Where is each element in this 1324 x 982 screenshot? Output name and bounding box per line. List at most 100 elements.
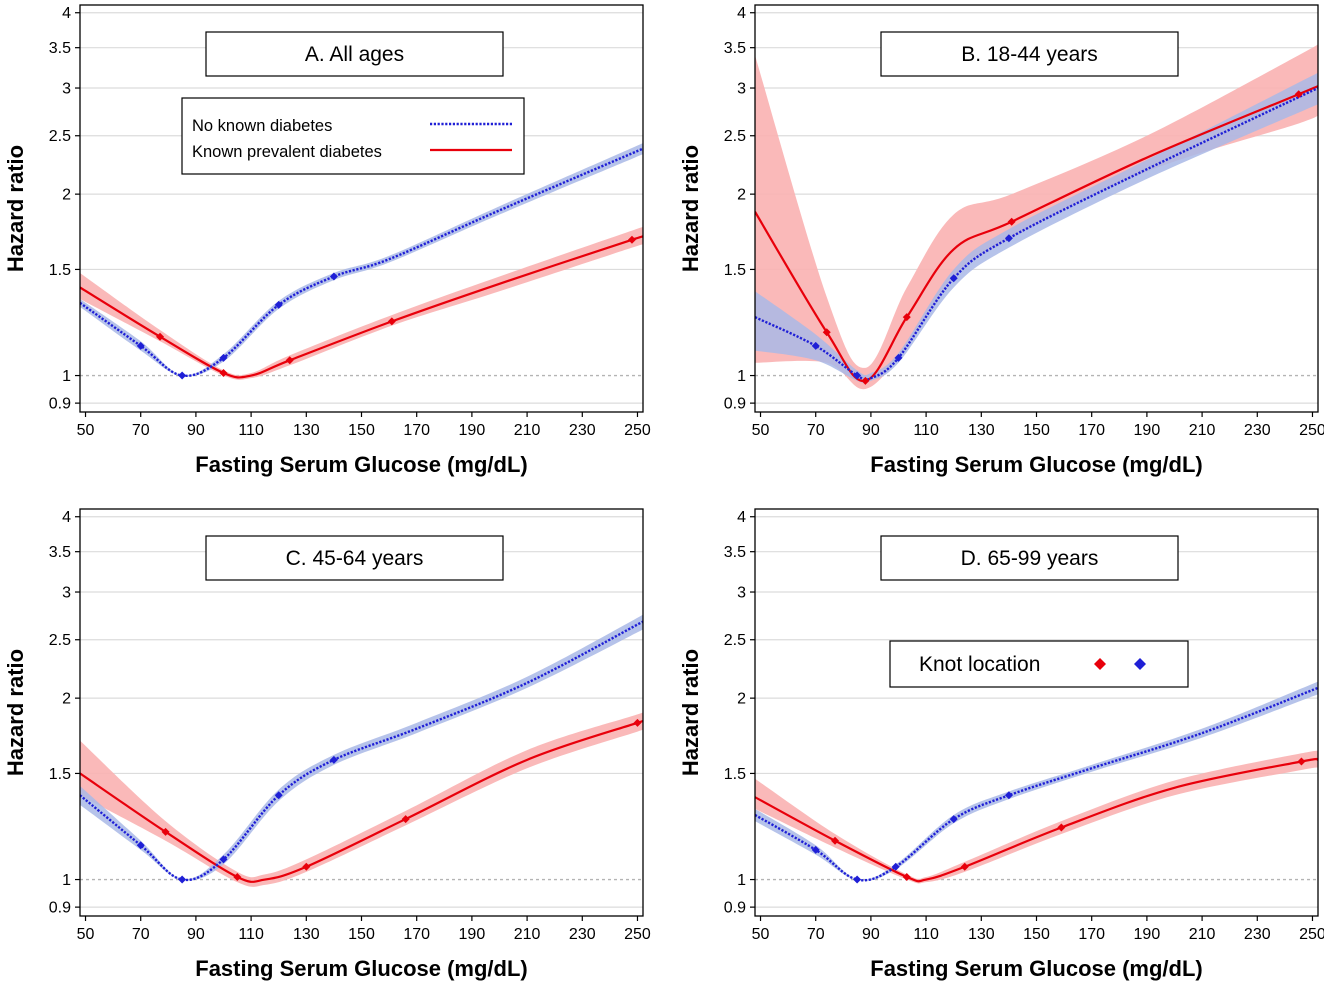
knot-marker-known xyxy=(219,368,228,377)
series-line-known xyxy=(755,85,1318,382)
y-tick-label: 3 xyxy=(62,81,71,98)
series-line-no-known xyxy=(80,147,643,378)
x-tick-label: 50 xyxy=(77,422,95,439)
panel-title-box xyxy=(205,31,504,77)
plot-area xyxy=(755,681,1318,884)
series-line-known xyxy=(755,757,1318,883)
y-tick-label: 2 xyxy=(62,187,71,204)
x-tick-label: 190 xyxy=(1134,422,1161,439)
y-tick-label: 2 xyxy=(737,691,746,708)
x-tick-label: 110 xyxy=(238,422,264,439)
x-tick-label: 250 xyxy=(1299,422,1324,439)
knot-marker-no-known xyxy=(853,371,862,380)
ci-band-no-known xyxy=(755,72,1318,384)
knot-marker-known xyxy=(387,317,396,326)
y-tick-label: 1.5 xyxy=(724,262,746,279)
x-tick-label: 250 xyxy=(1299,926,1324,943)
x-tick-label: 170 xyxy=(1078,926,1105,943)
knot-marker-known xyxy=(1297,757,1306,766)
x-tick-label: 50 xyxy=(77,926,95,943)
x-tick-label: 190 xyxy=(459,422,486,439)
knot-marker-no-known xyxy=(329,272,338,281)
x-tick-label: 70 xyxy=(132,422,150,439)
knot-marker-known xyxy=(302,862,311,871)
x-tick-label: 210 xyxy=(1189,422,1216,439)
knot-marker-known xyxy=(1057,823,1066,832)
panel-title: C. 45-64 years xyxy=(286,547,424,570)
plot-area xyxy=(755,43,1318,389)
knot-marker-no-known xyxy=(949,274,958,283)
x-axis-title: Fasting Serum Glucose (mg/dL) xyxy=(870,956,1202,981)
y-tick-label: 3.5 xyxy=(724,544,746,561)
x-tick-label: 230 xyxy=(569,926,596,943)
knot-marker-known xyxy=(627,235,636,244)
knot-marker-no-known xyxy=(894,353,903,362)
knot-marker-known xyxy=(831,836,840,845)
y-axis-title: Hazard ratio xyxy=(678,649,703,776)
x-tick-label: 150 xyxy=(348,422,375,439)
y-tick-label: 2.5 xyxy=(724,632,746,649)
x-tick-label: 70 xyxy=(807,422,825,439)
ci-band-known xyxy=(755,750,1318,884)
knot-marker-known xyxy=(233,872,242,881)
knot-marker-known xyxy=(285,356,294,365)
series-line-known xyxy=(80,235,643,379)
knot-marker-known xyxy=(902,313,911,322)
y-axis-title: Hazard ratio xyxy=(3,649,28,776)
y-tick-label: 2.5 xyxy=(724,128,746,145)
x-tick-label: 110 xyxy=(913,422,939,439)
x-tick-label: 90 xyxy=(187,422,205,439)
plot-area xyxy=(80,143,643,380)
knot-marker-no-known xyxy=(136,341,145,350)
y-tick-label: 2 xyxy=(62,691,71,708)
y-tick-label: 0.9 xyxy=(49,900,71,917)
x-tick-label: 90 xyxy=(187,926,205,943)
series-line-no-known xyxy=(80,620,643,882)
knot-marker-no-known xyxy=(274,791,283,800)
y-tick-label: 2.5 xyxy=(49,632,71,649)
y-tick-label: 1.5 xyxy=(49,766,71,783)
knot-legend-red-marker xyxy=(1094,658,1106,670)
chart-panel-a: 50 70 90 110 130 150 170 190 210 230 250 0.9 1 1.5 2 2.… xyxy=(3,4,651,477)
y-tick-label: 3.5 xyxy=(724,40,746,57)
y-tick-label: 4 xyxy=(737,509,746,526)
panel-title-box xyxy=(880,31,1179,77)
y-tick-label: 2.5 xyxy=(49,128,71,145)
x-tick-label: 250 xyxy=(624,422,651,439)
y-tick-label: 0.9 xyxy=(49,396,71,413)
knot-marker-known xyxy=(161,827,170,836)
x-tick-label: 70 xyxy=(132,926,150,943)
ci-band-known xyxy=(80,226,643,380)
y-tick-label: 3 xyxy=(62,585,71,602)
y-tick-label: 1 xyxy=(62,872,71,889)
knot-marker-known xyxy=(1294,90,1303,99)
y-tick-label: 1.5 xyxy=(49,262,71,279)
panel-title-box xyxy=(880,535,1179,581)
panel-title: A. All ages xyxy=(305,43,404,66)
knot-marker-known xyxy=(960,862,969,871)
y-tick-label: 0.9 xyxy=(724,900,746,917)
knot-marker-known xyxy=(902,872,911,881)
x-tick-label: 230 xyxy=(1244,422,1271,439)
y-tick-label: 3.5 xyxy=(49,40,71,57)
x-tick-label: 190 xyxy=(1134,926,1161,943)
y-axis-title: Hazard ratio xyxy=(678,145,703,272)
panel-title: D. 65-99 years xyxy=(961,547,1099,570)
y-tick-label: 1 xyxy=(62,368,71,385)
y-tick-label: 1 xyxy=(737,368,746,385)
knot-marker-known xyxy=(633,718,642,727)
x-tick-label: 190 xyxy=(459,926,486,943)
chart-panel-b: 50 70 90 110 130 150 170 190 210 230 250 0.9 1 1.5 2 2.… xyxy=(678,4,1324,477)
knot-marker-no-known xyxy=(178,371,187,380)
x-tick-label: 250 xyxy=(624,926,651,943)
plot-area xyxy=(80,614,643,887)
knot-marker-no-known xyxy=(811,341,820,350)
x-tick-label: 110 xyxy=(238,926,264,943)
legend-box xyxy=(181,97,525,175)
knot-marker-known xyxy=(822,328,831,337)
y-tick-label: 4 xyxy=(737,5,746,22)
y-tick-label: 4 xyxy=(62,5,71,22)
knot-legend-blue-marker xyxy=(1134,658,1146,670)
knot-marker-no-known xyxy=(329,755,338,764)
